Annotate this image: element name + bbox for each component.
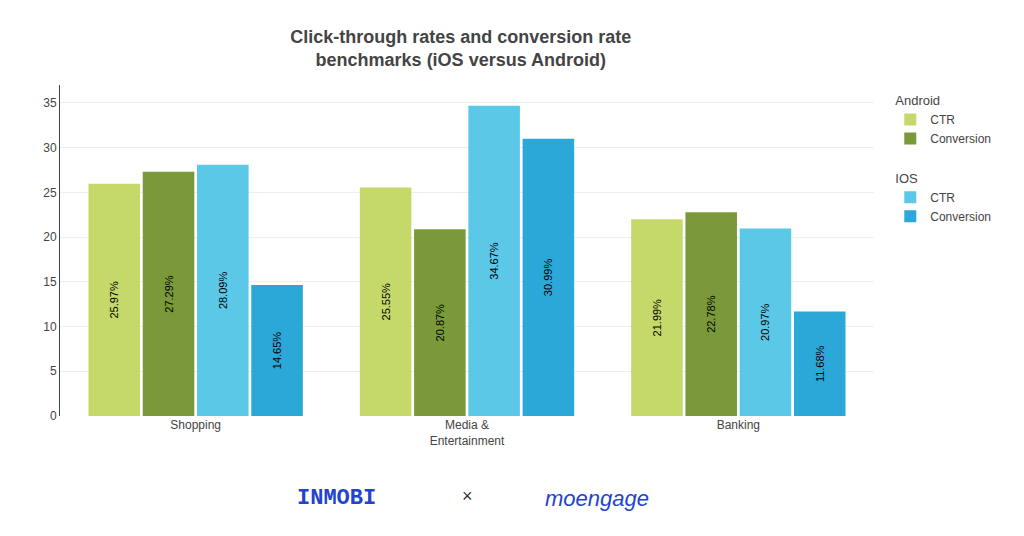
svg-text:IOS: IOS [895,171,918,186]
svg-text:Click-through rates and conver: Click-through rates and conversion rateb… [290,27,631,70]
svg-text:0: 0 [50,409,57,423]
svg-text:11.68%: 11.68% [814,345,826,382]
svg-text:5: 5 [50,364,57,378]
svg-text:25.55%: 25.55% [380,283,392,321]
svg-text:22.78%: 22.78% [705,295,717,333]
svg-text:Shopping: Shopping [170,418,221,432]
svg-text:21.99%: 21.99% [651,299,663,337]
svg-text:CTR: CTR [930,113,955,127]
svg-text:34.67%: 34.67% [488,242,500,280]
svg-text:30: 30 [43,141,57,155]
svg-text:INMOBI: INMOBI [297,486,376,511]
svg-text:25: 25 [43,186,57,200]
svg-text:10: 10 [43,320,57,334]
svg-text:Conversion: Conversion [930,210,991,224]
svg-text:20.97%: 20.97% [759,303,771,341]
svg-text:moengage: moengage [545,486,649,511]
svg-text:27.29%: 27.29% [163,275,175,313]
svg-text:Conversion: Conversion [930,132,991,146]
svg-text:×: × [462,486,473,506]
svg-text:20: 20 [43,230,57,244]
svg-text:30.99%: 30.99% [542,259,554,297]
svg-text:15: 15 [43,275,57,289]
svg-text:Android: Android [895,93,940,108]
svg-text:28.09%: 28.09% [217,272,229,310]
svg-text:14.65%: 14.65% [271,332,283,370]
svg-text:25.97%: 25.97% [108,281,120,319]
svg-text:35: 35 [43,96,57,110]
svg-text:Media &Entertainment: Media &Entertainment [430,418,505,448]
svg-text:CTR: CTR [930,191,955,205]
svg-text:Banking: Banking [717,418,760,432]
svg-text:20.87%: 20.87% [434,304,446,342]
